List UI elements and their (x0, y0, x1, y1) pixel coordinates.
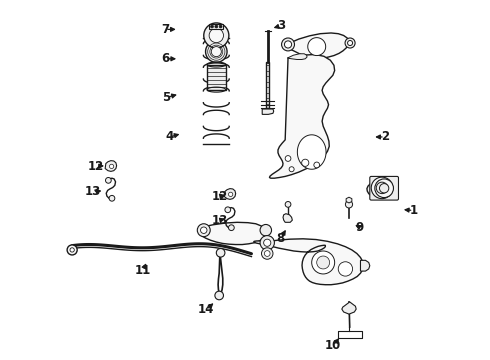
Polygon shape (270, 54, 335, 178)
Polygon shape (209, 24, 223, 30)
Circle shape (109, 195, 115, 201)
Polygon shape (105, 161, 117, 171)
Text: 7: 7 (161, 23, 169, 36)
Polygon shape (207, 64, 225, 90)
Polygon shape (282, 33, 349, 58)
Circle shape (260, 225, 271, 236)
Text: 8: 8 (277, 231, 285, 244)
Circle shape (219, 25, 222, 28)
Polygon shape (283, 214, 293, 222)
Polygon shape (367, 180, 397, 198)
Polygon shape (287, 54, 307, 59)
Circle shape (285, 156, 291, 161)
Circle shape (205, 41, 227, 62)
Polygon shape (224, 189, 236, 199)
Circle shape (215, 25, 218, 28)
Circle shape (209, 28, 223, 42)
Circle shape (371, 177, 393, 199)
Circle shape (375, 179, 393, 198)
Circle shape (228, 192, 233, 197)
Text: 2: 2 (381, 130, 389, 144)
Circle shape (70, 248, 74, 252)
Circle shape (262, 248, 273, 259)
Circle shape (265, 251, 270, 256)
Polygon shape (254, 239, 364, 285)
Text: 1: 1 (410, 204, 417, 217)
Circle shape (204, 23, 229, 48)
Circle shape (197, 224, 210, 237)
Circle shape (211, 46, 221, 57)
Circle shape (109, 164, 114, 168)
Text: 6: 6 (161, 52, 169, 65)
Circle shape (347, 41, 353, 45)
Text: 10: 10 (325, 339, 341, 352)
Text: 5: 5 (162, 91, 170, 104)
Circle shape (289, 167, 294, 172)
Circle shape (285, 202, 291, 207)
Circle shape (228, 225, 234, 230)
Polygon shape (266, 62, 270, 108)
FancyBboxPatch shape (370, 176, 398, 200)
Circle shape (314, 162, 319, 168)
Polygon shape (346, 197, 352, 203)
Circle shape (215, 291, 223, 300)
Circle shape (376, 182, 388, 194)
Circle shape (105, 177, 111, 183)
Circle shape (282, 38, 294, 51)
Circle shape (211, 25, 214, 28)
Circle shape (285, 41, 292, 48)
Circle shape (317, 256, 330, 269)
Text: 13: 13 (212, 214, 228, 227)
Circle shape (302, 159, 309, 166)
Circle shape (260, 235, 274, 250)
Text: 12: 12 (88, 160, 104, 173)
Text: 3: 3 (277, 19, 285, 32)
Text: 11: 11 (135, 264, 151, 277)
Text: 9: 9 (356, 221, 364, 234)
Text: 14: 14 (198, 303, 215, 316)
Circle shape (264, 239, 271, 246)
Polygon shape (308, 38, 326, 55)
Circle shape (67, 245, 77, 255)
Circle shape (345, 201, 353, 208)
Circle shape (379, 184, 389, 193)
Circle shape (312, 251, 335, 274)
Circle shape (345, 38, 355, 48)
Polygon shape (297, 135, 326, 169)
Polygon shape (342, 302, 356, 314)
Circle shape (216, 248, 225, 257)
Circle shape (338, 262, 353, 276)
Text: 4: 4 (166, 130, 174, 144)
Text: 12: 12 (212, 190, 228, 203)
Text: 13: 13 (84, 185, 101, 198)
Polygon shape (361, 260, 370, 271)
Polygon shape (200, 222, 267, 244)
Polygon shape (262, 109, 274, 114)
Circle shape (225, 207, 231, 213)
Circle shape (200, 227, 207, 233)
